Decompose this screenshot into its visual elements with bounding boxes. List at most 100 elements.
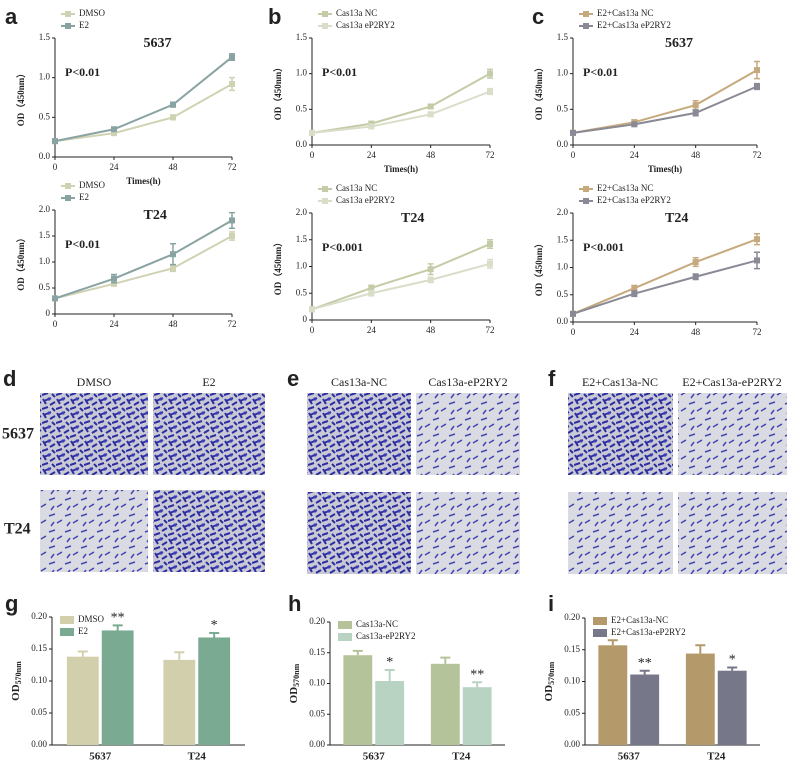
data-point — [111, 280, 117, 287]
y-tick-label: 0.15 — [309, 647, 325, 657]
x-tick-label: 24 — [367, 150, 377, 160]
data-point — [692, 102, 699, 109]
y-tick-label: 1.0 — [296, 261, 308, 271]
series-line — [311, 262, 491, 311]
panel-letter: g — [5, 591, 18, 616]
legend-swatch — [338, 621, 352, 629]
bar — [163, 659, 196, 745]
x-tick-label: 0 — [571, 327, 576, 337]
y-tick-label: 1.5 — [296, 234, 308, 244]
error-bar — [209, 632, 220, 638]
y-tick-label: 0.05 — [564, 707, 580, 717]
data-point — [52, 138, 58, 145]
panel-letter: h — [288, 591, 301, 616]
data-point — [427, 111, 434, 118]
legend-marker — [65, 23, 71, 29]
legend-label: DMSO — [79, 180, 106, 190]
legend-label: E2 — [78, 626, 88, 636]
data-point — [229, 217, 235, 224]
data-point — [570, 310, 576, 317]
bar — [685, 653, 715, 745]
series-line — [572, 238, 758, 315]
error-bar — [77, 650, 88, 657]
y-tick-label: 0.15 — [31, 643, 47, 653]
y-axis-label: OD570nm — [543, 661, 556, 701]
y-tick-label: 0 — [46, 308, 51, 318]
x-tick-label: 24 — [630, 150, 640, 160]
y-tick-label: 1.0 — [296, 68, 308, 78]
series-line — [572, 85, 758, 134]
error-bar — [639, 669, 650, 675]
legend-marker — [322, 186, 328, 192]
x-tick-label: T24 — [452, 751, 471, 763]
micrograph — [678, 492, 787, 574]
legend-label: E2 — [79, 192, 89, 202]
x-tick-label: 24 — [630, 327, 640, 337]
error-bar — [472, 681, 483, 688]
legend-swatch — [593, 629, 607, 637]
column-label: E2 — [202, 375, 215, 389]
data-point — [229, 233, 235, 239]
legend-label: E2 — [79, 20, 89, 30]
legend-marker — [583, 23, 589, 29]
x-tick-label: 48 — [691, 150, 701, 160]
y-tick-label: 1.5 — [39, 230, 51, 240]
bar — [598, 645, 628, 745]
y-tick-label: 0.0 — [557, 139, 569, 149]
series-line — [311, 90, 491, 134]
panel-letter: i — [548, 591, 554, 616]
bar — [462, 687, 492, 745]
significance: * — [729, 653, 736, 668]
legend-label: DMSO — [79, 8, 106, 18]
x-axis-label: Times(h) — [126, 176, 160, 186]
legend-label: Cas13a NC — [336, 8, 377, 18]
y-axis-label: OD（450nm） — [16, 233, 26, 291]
x-tick-label: 72 — [753, 150, 762, 160]
x-tick-label: 0 — [53, 319, 58, 329]
x-tick-label: 0 — [310, 150, 315, 160]
y-tick-label: 1.0 — [39, 72, 51, 82]
chart: 0.0 0.5 1.0 1.5 c 0 24 48 72 E2+Cas13a NC E2+Cas13… — [532, 4, 762, 174]
x-tick-label: 72 — [753, 327, 762, 337]
y-tick-label: 0.20 — [31, 611, 47, 621]
data-point — [368, 123, 375, 130]
series-line — [54, 235, 233, 300]
legend-marker — [583, 198, 589, 204]
data-point — [309, 306, 315, 313]
y-axis-label-main: OD — [10, 684, 22, 701]
y-tick-label: 0.05 — [31, 707, 47, 717]
column-label: Cas13a-NC — [331, 375, 387, 389]
x-tick-label: 5637 — [618, 751, 641, 763]
micrograph — [40, 393, 148, 475]
y-axis-label-sub: 570nm — [547, 661, 556, 684]
error-bar — [352, 649, 363, 656]
data-point — [427, 103, 434, 110]
panel-letter: b — [268, 4, 281, 29]
legend-label: Cas13a eP2RY2 — [336, 20, 395, 30]
error-bar — [440, 656, 451, 664]
micrograph — [307, 492, 411, 574]
p-value: P<0.01 — [583, 65, 618, 79]
significance: * — [211, 618, 218, 633]
y-tick-label: 1.5 — [557, 234, 569, 244]
bar — [343, 655, 373, 745]
y-axis-label: OD（450nm） — [534, 239, 544, 297]
y-tick-label: 1.0 — [39, 256, 51, 266]
legend-label: E2+Cas13a-NC — [611, 615, 668, 625]
micrograph — [153, 393, 265, 475]
data-point — [111, 130, 117, 137]
y-tick-label: 2.0 — [39, 204, 51, 214]
data-point — [570, 129, 576, 136]
y-tick-label: 1.5 — [296, 32, 308, 42]
data-point — [427, 266, 434, 273]
legend-marker — [322, 23, 328, 29]
data-point — [229, 81, 235, 88]
x-tick-label: 5637 — [89, 751, 112, 763]
data-point — [368, 290, 375, 297]
panel-letter: a — [5, 4, 18, 29]
data-point — [170, 101, 176, 108]
y-tick-label: 2.0 — [557, 207, 569, 217]
y-tick-label: 1.5 — [39, 32, 51, 42]
chart: 0.00 0.05 0.10 0.15 0.20 g 5637 ** T24 * DMSO E2 OD5… — [5, 591, 245, 763]
